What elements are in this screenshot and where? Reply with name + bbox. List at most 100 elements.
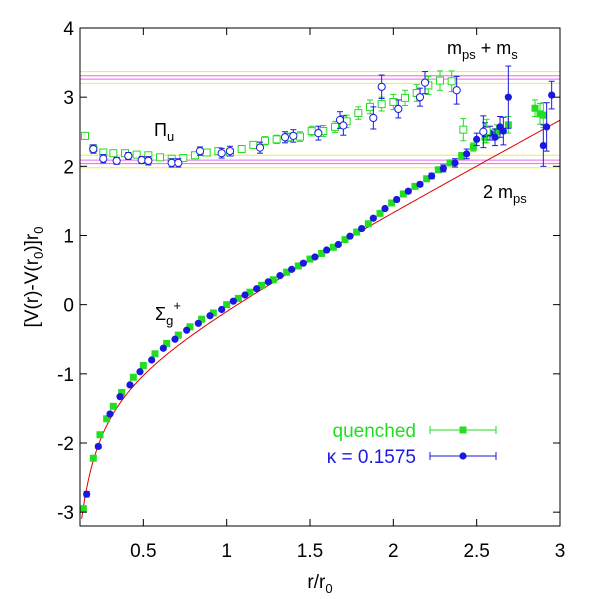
data-point [151, 350, 159, 358]
data-point [459, 125, 468, 134]
data-point [318, 249, 326, 257]
data-point [249, 140, 258, 149]
data-point [253, 285, 261, 293]
data-point [377, 100, 386, 109]
data-point [159, 344, 167, 352]
data-point [358, 224, 366, 233]
data-point [434, 166, 442, 174]
data-point [276, 272, 284, 280]
fit-curve [81, 119, 561, 519]
data-point [167, 158, 176, 167]
data-point [79, 505, 87, 513]
data-point [289, 131, 298, 140]
data-point [334, 240, 342, 249]
data-point [415, 93, 425, 102]
legend-label: quenched [333, 421, 416, 442]
data-point [306, 255, 314, 263]
y-tick-label: -2 [57, 434, 74, 455]
data-point [499, 127, 507, 135]
data-point [225, 147, 235, 156]
data-point [539, 141, 547, 150]
data-point [339, 121, 348, 130]
data-point [459, 452, 467, 460]
x-tick-label: 2 [388, 541, 399, 562]
data-point [132, 150, 141, 159]
data-point [202, 148, 211, 157]
data-point [493, 128, 501, 136]
data-point [504, 93, 512, 101]
data-point [234, 294, 242, 302]
data-point [369, 214, 377, 222]
data-point [103, 415, 111, 423]
data-point [452, 86, 461, 95]
data-point [163, 339, 171, 347]
series-open-square [81, 70, 491, 163]
data-point [353, 228, 361, 236]
data-point [261, 136, 269, 145]
x-tick-label: 0.5 [130, 541, 156, 562]
y-axis-title: [V(r)-V(r0)]r0 [22, 227, 46, 328]
data-point [451, 159, 459, 167]
data-point [283, 268, 291, 276]
legend-label: κ = 0.1575 [327, 447, 416, 468]
data-point [99, 154, 108, 163]
data-point [174, 158, 183, 167]
data-point [481, 133, 489, 141]
data-point [81, 131, 89, 140]
data-point [331, 122, 339, 131]
y-axis: -3 -2 -1 0 1 2 3 4 [57, 19, 560, 524]
data-point [491, 133, 499, 141]
y-tick-label: 0 [63, 296, 74, 317]
data-point [539, 111, 547, 119]
data-point [447, 77, 456, 86]
x-axis: 0.5 1 1.5 2 2.5 3 [130, 28, 565, 562]
data-point [280, 133, 290, 142]
data-point [198, 315, 206, 323]
data-point [531, 104, 539, 112]
data-points [79, 65, 556, 513]
data-point [144, 156, 153, 165]
legend: quenched κ = 0.1575 [327, 421, 497, 468]
data-point [218, 305, 226, 314]
data-point [423, 175, 431, 183]
data-point [89, 144, 98, 154]
data-point [89, 454, 97, 462]
data-point [416, 180, 424, 188]
data-point [174, 331, 182, 339]
data-point [217, 149, 226, 158]
data-point [329, 243, 337, 251]
data-point [255, 143, 265, 152]
series-filled-circle [83, 65, 556, 498]
legend-sample [429, 426, 497, 434]
data-point [118, 389, 126, 397]
x-tick-label: 3 [555, 541, 566, 562]
data-point [420, 78, 430, 87]
plot-frame [79, 27, 561, 527]
data-point [186, 323, 194, 331]
data-point [299, 259, 307, 267]
x-tick-label: 1 [221, 541, 232, 562]
pi-u-label: Πu [154, 120, 174, 144]
data-point [307, 127, 316, 136]
data-point [446, 159, 454, 167]
data-point [246, 288, 254, 296]
data-point [458, 152, 466, 160]
data-point [272, 135, 281, 144]
data-point [393, 195, 401, 204]
data-point [269, 276, 277, 284]
data-point [341, 236, 349, 244]
data-point [109, 149, 118, 158]
data-point [401, 93, 409, 102]
data-point [129, 373, 137, 381]
data-point [314, 129, 323, 138]
data-point [126, 381, 134, 389]
data-point [463, 150, 471, 158]
data-point [116, 393, 124, 401]
data-point [394, 104, 403, 114]
data-point [241, 291, 249, 299]
data-point [194, 319, 202, 327]
data-point [469, 143, 477, 151]
x-tick-label: 2.5 [463, 541, 489, 562]
mps-plus-ms-label: mps + ms [447, 38, 518, 62]
x-tick-label: 1.5 [297, 541, 323, 562]
